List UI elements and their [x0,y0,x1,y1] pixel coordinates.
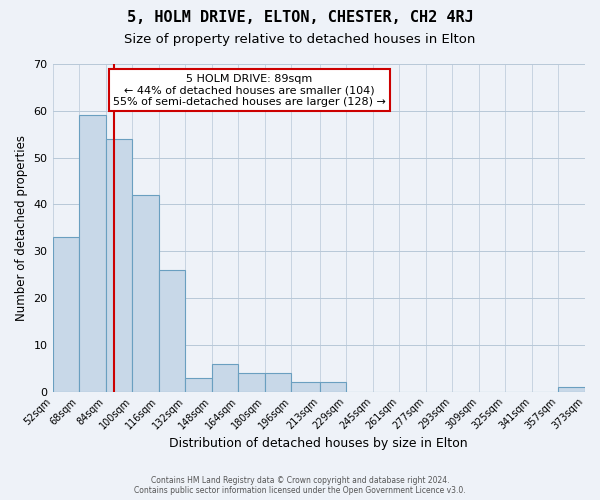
Text: Size of property relative to detached houses in Elton: Size of property relative to detached ho… [124,32,476,46]
Bar [292,382,320,392]
Y-axis label: Number of detached properties: Number of detached properties [15,135,28,321]
Bar [132,195,159,392]
X-axis label: Distribution of detached houses by size in Elton: Distribution of detached houses by size … [169,437,468,450]
Bar [265,373,292,392]
Bar [79,116,106,392]
Bar [185,378,212,392]
Bar [106,139,132,392]
Bar [559,387,585,392]
Text: 5 HOLM DRIVE: 89sqm
← 44% of detached houses are smaller (104)
55% of semi-detac: 5 HOLM DRIVE: 89sqm ← 44% of detached ho… [113,74,386,107]
Text: Contains HM Land Registry data © Crown copyright and database right 2024.
Contai: Contains HM Land Registry data © Crown c… [134,476,466,495]
Bar [53,237,79,392]
Text: 5, HOLM DRIVE, ELTON, CHESTER, CH2 4RJ: 5, HOLM DRIVE, ELTON, CHESTER, CH2 4RJ [127,10,473,25]
Bar [159,270,185,392]
Bar [238,373,265,392]
Bar [320,382,346,392]
Bar [212,364,238,392]
